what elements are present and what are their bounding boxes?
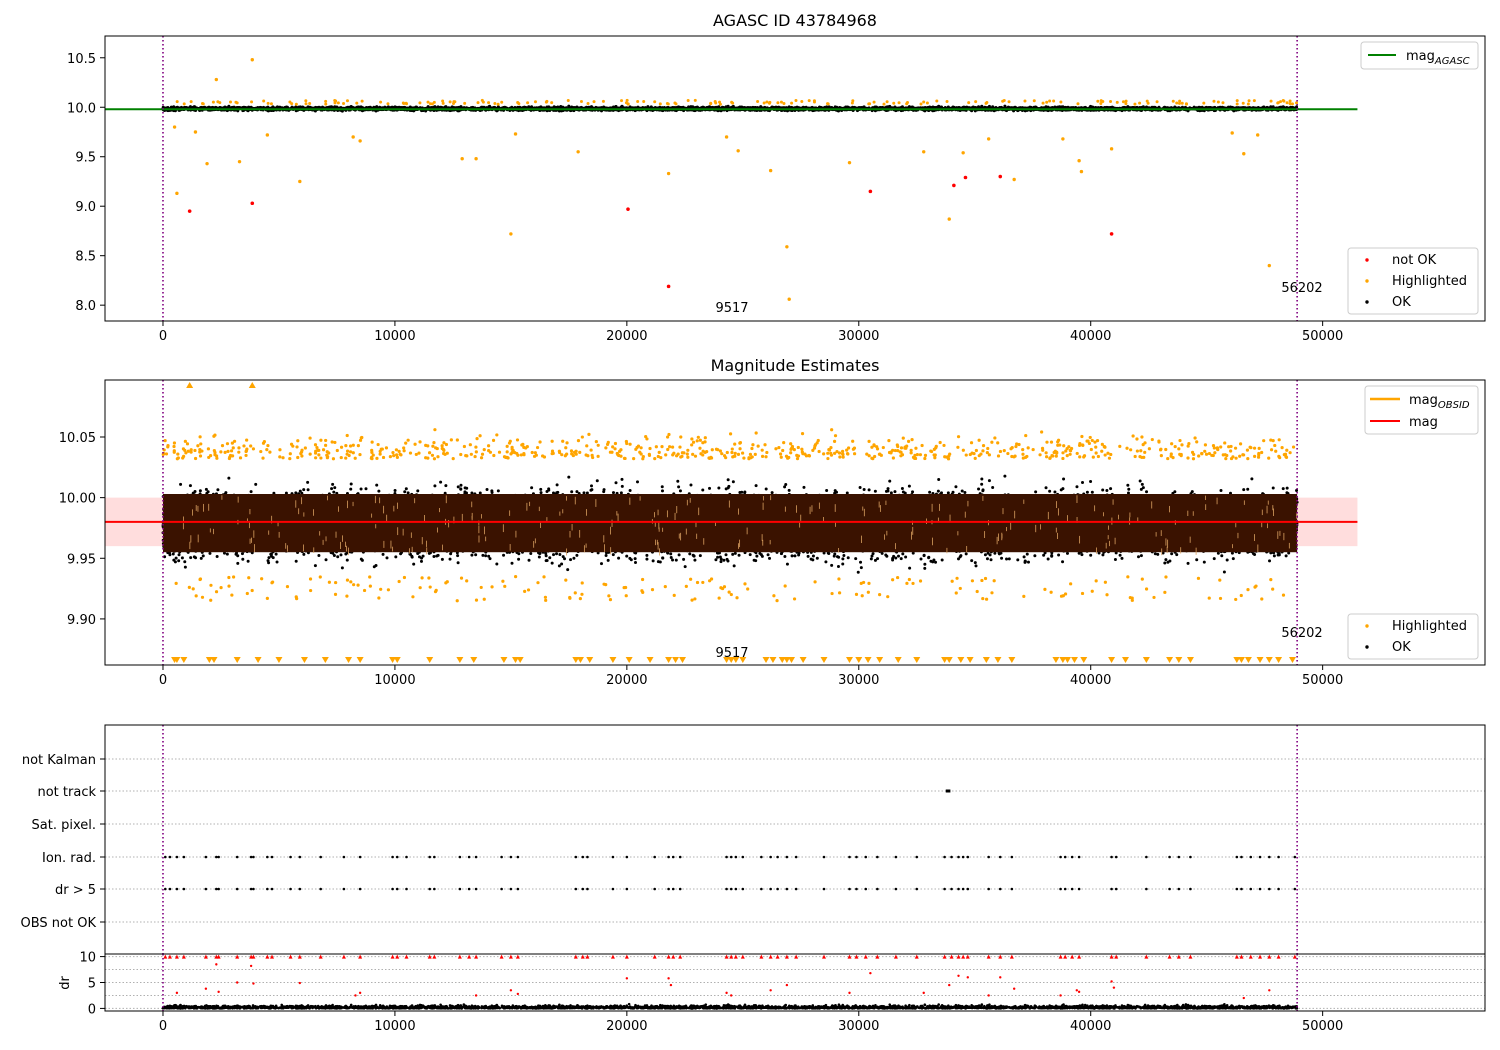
agasc-panel-title: AGASC ID 43784968 (713, 11, 877, 30)
ok-point (443, 105, 447, 109)
agasc-panel: AGASC ID 43784968 0 10000 20000 30000 40000 5… (67, 11, 1486, 344)
agasc-plot-area (105, 36, 1358, 321)
ok-point (731, 104, 735, 108)
